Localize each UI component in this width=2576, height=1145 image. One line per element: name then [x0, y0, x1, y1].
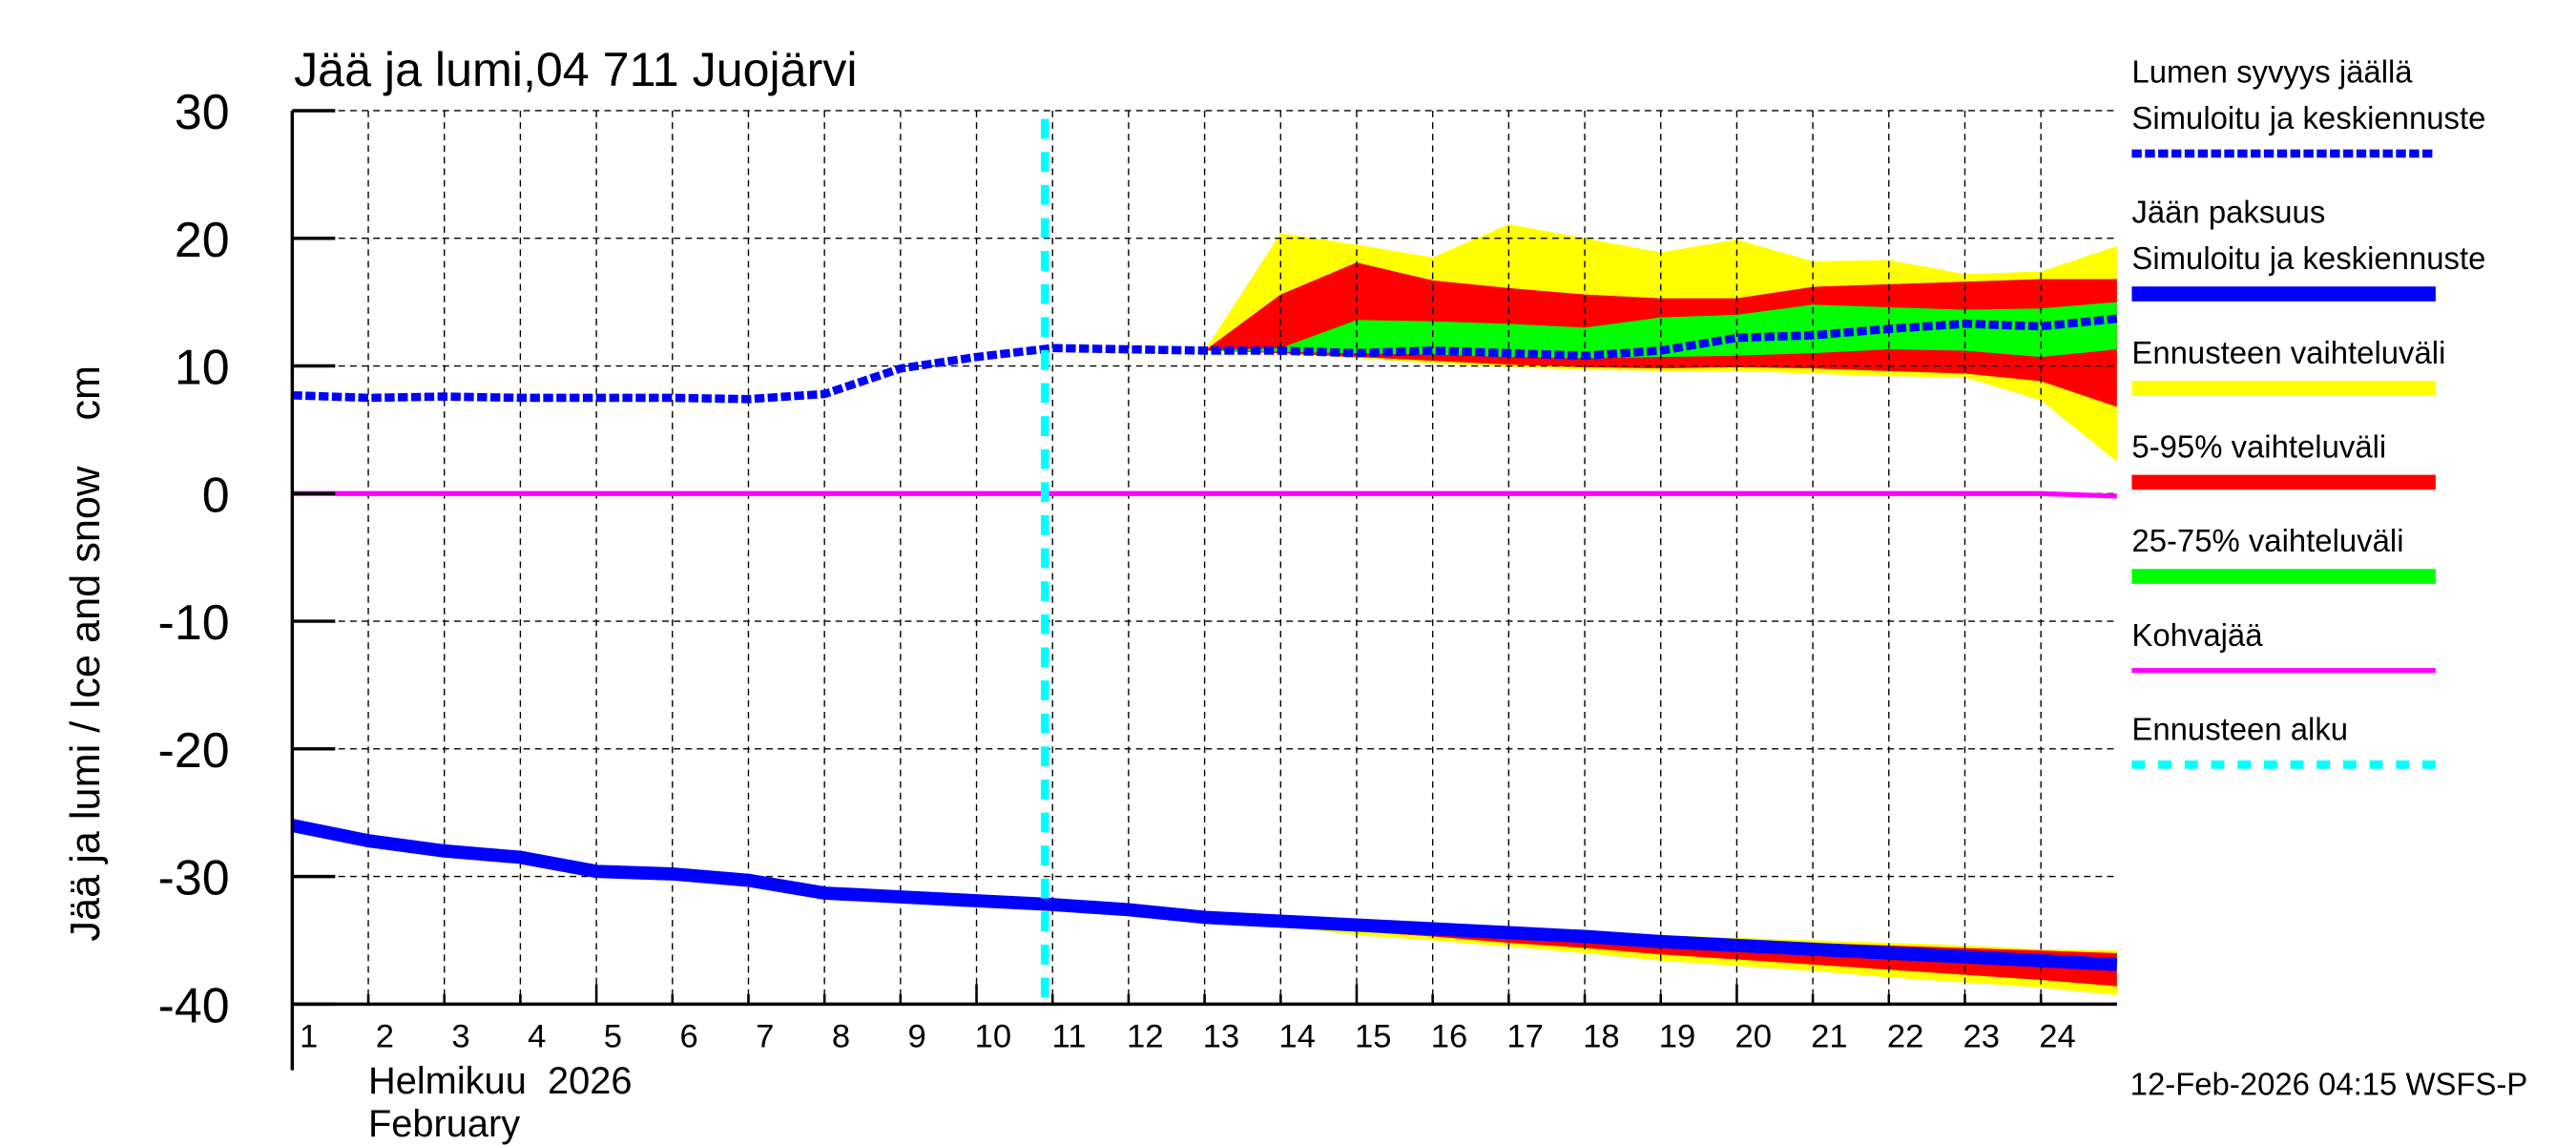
x-tick-label: 15 [1355, 1018, 1391, 1054]
x-tick-label: 21 [1811, 1018, 1847, 1054]
x-tick-label: 2 [376, 1018, 394, 1054]
x-tick-label: 17 [1506, 1018, 1543, 1054]
legend-label: 5-95% vaihteluväli [2131, 428, 2386, 464]
x-tick-label: 10 [975, 1018, 1011, 1054]
y-tick-label: 30 [175, 85, 230, 140]
ice-thickness-line [290, 819, 2118, 971]
chart-title: Jää ja lumi,04 711 Juojärvi [294, 43, 857, 96]
y-tick-label: 20 [175, 213, 230, 268]
y-tick-label: 10 [175, 341, 230, 396]
legend-label: Kohvajää [2131, 617, 2263, 653]
y-axis-label: Jää ja lumi / Ice and snow cm [63, 365, 109, 942]
footer-timestamp: 12-Feb-2026 04:15 WSFS-P [2130, 1067, 2528, 1102]
x-tick-label: 20 [1735, 1018, 1771, 1054]
legend-label: Jään paksuus [2131, 195, 2325, 230]
x-tick-label: 1 [300, 1018, 318, 1054]
x-tick-label: 7 [756, 1018, 774, 1054]
snow-depth-line [292, 314, 2118, 404]
legend-label: Simuloitu ja keskiennuste [2131, 100, 2485, 135]
legend-label: Ennusteen alku [2131, 711, 2348, 746]
x-tick-label: 13 [1203, 1018, 1239, 1054]
x-tick-label: 14 [1278, 1018, 1315, 1054]
x-tick-label: 12 [1127, 1018, 1163, 1054]
legend-label: 25-75% vaihteluväli [2131, 523, 2403, 558]
legend-label: Lumen syvyys jäällä [2131, 54, 2413, 90]
x-tick-label: 4 [528, 1018, 546, 1054]
x-tick-label: 3 [451, 1018, 469, 1054]
x-tick-label: 5 [604, 1018, 622, 1054]
x-axis-label-fi: Helmikuu 2026 [368, 1060, 633, 1102]
legend-label: Ennusteen vaihteluväli [2131, 335, 2445, 370]
x-tick-label: 9 [908, 1018, 926, 1054]
x-tick-label: 18 [1583, 1018, 1619, 1054]
x-tick-label: 16 [1431, 1018, 1467, 1054]
y-tick-label: 0 [202, 468, 230, 523]
x-axis-label-en: February [368, 1103, 520, 1145]
slush-line [292, 490, 2117, 499]
y-tick-label: -40 [158, 978, 230, 1033]
x-tick-label: 8 [832, 1018, 850, 1054]
x-tick-label: 24 [2039, 1018, 2075, 1054]
y-tick-label: -10 [158, 595, 230, 651]
x-tick-label: 11 [1052, 1018, 1087, 1054]
x-tick-label: 6 [679, 1018, 697, 1054]
x-tick-label: 19 [1659, 1018, 1695, 1054]
legend-label: Simuloitu ja keskiennuste [2131, 240, 2485, 276]
x-tick-label: 22 [1887, 1018, 1923, 1054]
x-tick-label: 23 [1963, 1018, 2000, 1054]
y-tick-label: -20 [158, 723, 230, 779]
y-tick-label: -30 [158, 851, 230, 906]
